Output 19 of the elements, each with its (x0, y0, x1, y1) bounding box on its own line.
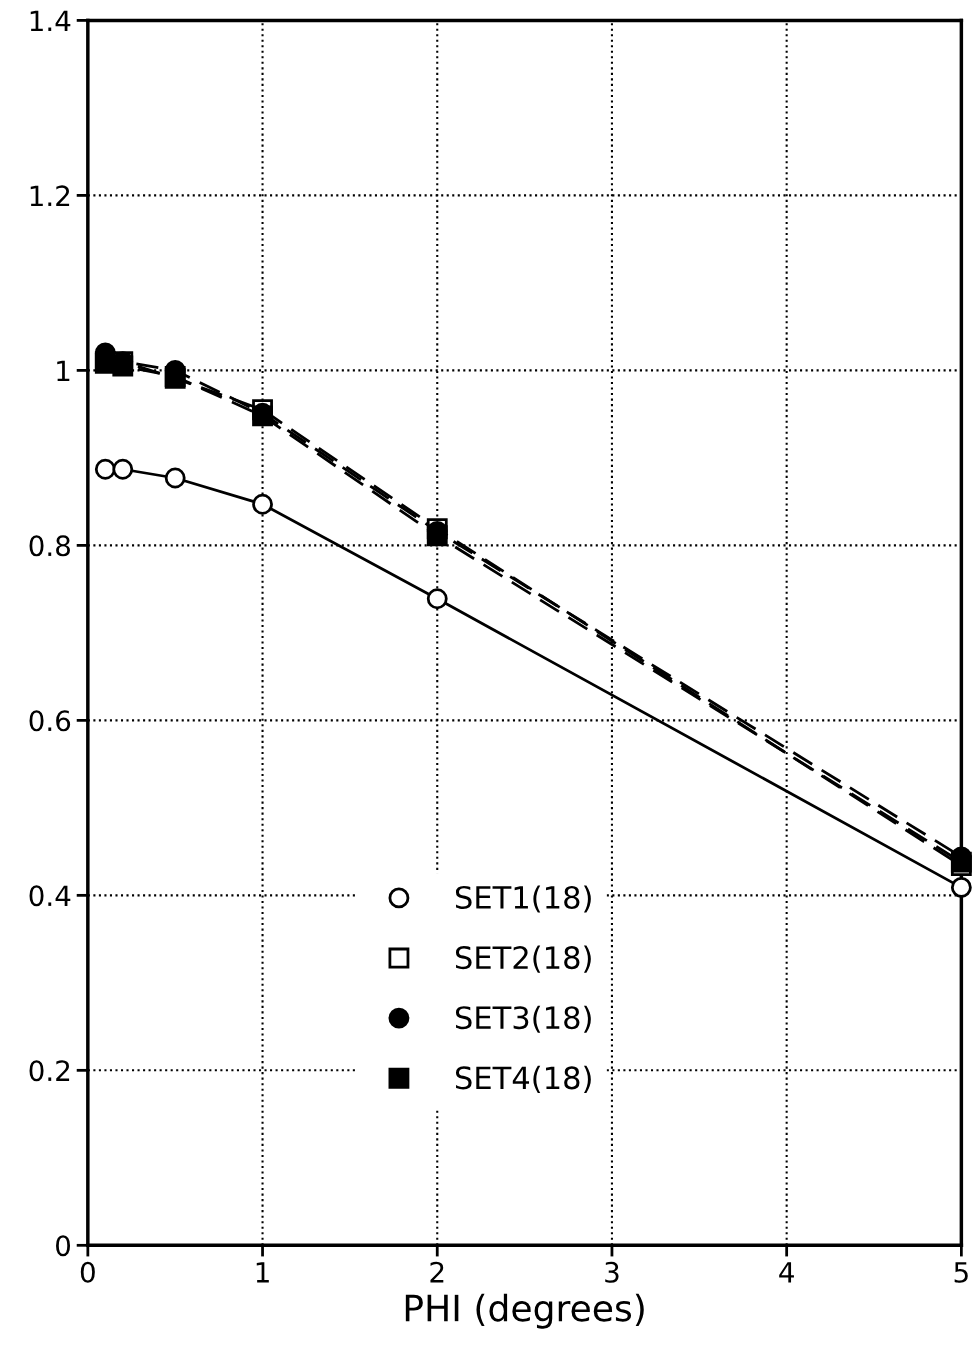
x-tick-label: 5 (954, 1262, 968, 1283)
legend-label: SET2(18) (455, 945, 591, 973)
x-tick-label: 2 (430, 1261, 444, 1283)
x-tick-label: 4 (779, 1262, 794, 1283)
x-tick-label: 0 (80, 1261, 95, 1283)
y-tick-label: 0.2 (29, 1060, 70, 1082)
y-tick-label: 1 (57, 360, 70, 381)
legend-label: SET3(18) (455, 1005, 591, 1033)
y-tick-label: 1.2 (30, 185, 70, 206)
x-tick-label: 1 (256, 1262, 269, 1283)
y-tick-label: 0.6 (29, 710, 71, 732)
y-tick-label: 1.4 (30, 10, 71, 31)
legend-label: SET4(18) (455, 1065, 591, 1093)
legend-label: SET1(18) (455, 885, 591, 913)
y-tick-label: 0 (56, 1235, 71, 1257)
x-axis-title: PHI (degrees) (405, 1293, 644, 1329)
x-tick-label: 3 (605, 1261, 619, 1283)
y-tick-label: 0.4 (29, 885, 71, 907)
y-tick-label: 0.8 (29, 535, 70, 557)
